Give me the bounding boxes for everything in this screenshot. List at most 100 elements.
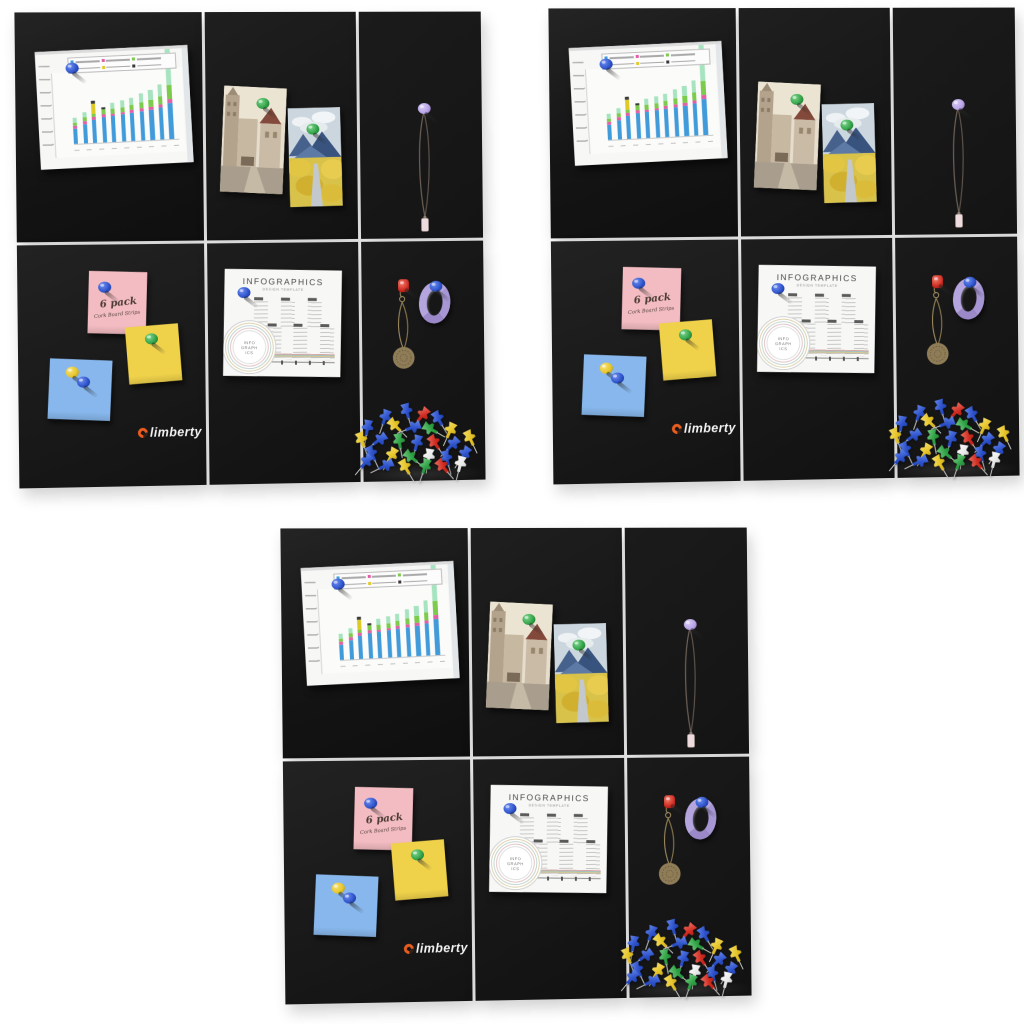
brand-logo-icon bbox=[669, 421, 684, 436]
brooch-pendant bbox=[926, 282, 949, 365]
stacked-bar-chart bbox=[50, 48, 187, 159]
push-pin-red bbox=[931, 275, 943, 289]
push-pin-purple bbox=[951, 99, 965, 111]
pin-board-top-left: 6 pack Cork Board Strips limberty INFOGR… bbox=[14, 11, 486, 489]
chart-bars bbox=[604, 44, 714, 141]
infographic-printout: INFOGRAPHICS DESIGN TEMPLATE INFO GRAPH … bbox=[757, 264, 876, 374]
sticky-note-blue bbox=[47, 358, 113, 421]
sticky-note-yellow bbox=[390, 839, 449, 901]
infographic-title: INFOGRAPHICS bbox=[242, 276, 324, 288]
sticky-note-yellow bbox=[124, 323, 183, 385]
legend-item bbox=[635, 54, 664, 58]
push-pin-green bbox=[572, 639, 586, 651]
sticky-note-blue bbox=[313, 874, 379, 937]
chart-x-axis-ticks bbox=[340, 660, 446, 668]
necklace-pendant bbox=[687, 734, 694, 747]
legend-item bbox=[666, 59, 695, 63]
brand-logo-icon bbox=[401, 941, 416, 956]
infographic-text-block bbox=[319, 328, 335, 355]
chart-printout bbox=[300, 560, 460, 686]
legend-item bbox=[368, 580, 397, 584]
felt-pin-board: 6 pack Cork Board Strips limberty INFOGR… bbox=[14, 11, 486, 489]
photo-mountain-landscape bbox=[287, 107, 343, 208]
chart-printout bbox=[34, 44, 194, 170]
legend-item bbox=[367, 574, 396, 578]
infographic-title: INFOGRAPHICS bbox=[776, 272, 858, 284]
infographic-text-block bbox=[559, 843, 574, 870]
sticky-note-blue bbox=[581, 354, 647, 417]
infographic-text-block bbox=[293, 327, 308, 354]
chart-bars bbox=[70, 48, 180, 145]
necklace-pendant bbox=[421, 218, 428, 231]
stacked-bar-chart bbox=[316, 564, 453, 675]
photo-mountain-landscape bbox=[821, 103, 877, 204]
push-pin-blue bbox=[331, 578, 345, 590]
medallion bbox=[392, 346, 415, 369]
chart-bars bbox=[336, 564, 446, 661]
chart-printout bbox=[568, 40, 728, 166]
push-pin-green bbox=[256, 97, 270, 109]
legend-item bbox=[132, 63, 161, 67]
push-pin-pile bbox=[347, 400, 491, 487]
sticky-note-yellow bbox=[658, 319, 717, 381]
photo-city-sepia bbox=[485, 601, 553, 711]
spiral-text: ICS bbox=[511, 865, 520, 871]
infographic-text-block bbox=[801, 323, 816, 350]
brand-logo: limberty bbox=[669, 420, 736, 436]
brooch-pendant bbox=[658, 802, 681, 885]
push-pin-pile bbox=[613, 916, 757, 1003]
necklace bbox=[945, 105, 972, 230]
push-pin-pile bbox=[881, 396, 1024, 483]
medallion bbox=[926, 342, 949, 365]
push-pin-green bbox=[306, 123, 320, 135]
brand-logo-icon bbox=[135, 425, 150, 440]
spiral-text: ICS bbox=[245, 349, 254, 355]
push-pin-blue bbox=[632, 277, 646, 289]
infographic-title: INFOGRAPHICS bbox=[508, 792, 590, 804]
brand-logo: limberty bbox=[401, 940, 468, 956]
push-pin-blue bbox=[364, 797, 378, 809]
push-pin-blue bbox=[599, 58, 613, 70]
push-pin-green bbox=[790, 93, 804, 105]
push-pin-red bbox=[663, 795, 675, 809]
legend-item bbox=[132, 56, 161, 60]
brand-name: limberty bbox=[149, 424, 202, 440]
felt-pin-board: 6 pack Cork Board Strips limberty INFOGR… bbox=[548, 7, 1020, 485]
push-pin-purple bbox=[683, 619, 697, 631]
brand-name: limberty bbox=[415, 940, 468, 956]
necklace bbox=[411, 109, 438, 234]
infographic-text-block bbox=[533, 843, 548, 870]
necklace-pendant bbox=[955, 214, 962, 227]
legend-item bbox=[398, 579, 427, 583]
note-text-line1: 6 pack bbox=[365, 811, 404, 827]
necklace bbox=[677, 625, 704, 750]
infographic-text-block bbox=[827, 323, 842, 350]
legend-item bbox=[101, 58, 130, 62]
felt-pin-board: 6 pack Cork Board Strips limberty INFOGR… bbox=[280, 527, 752, 1005]
push-pin-blue bbox=[98, 281, 112, 293]
note-text-line1: 6 pack bbox=[99, 295, 138, 311]
push-pin-green bbox=[522, 613, 536, 625]
infographic-printout: INFOGRAPHICS DESIGN TEMPLATE INFO GRAPH … bbox=[223, 268, 342, 378]
pin-board-bottom: 6 pack Cork Board Strips limberty INFOGR… bbox=[280, 527, 752, 1005]
push-pin-green bbox=[840, 119, 854, 131]
push-pin-blue bbox=[65, 62, 79, 74]
infographic-printout: INFOGRAPHICS DESIGN TEMPLATE INFO GRAPH … bbox=[489, 784, 608, 894]
note-text-line1: 6 pack bbox=[633, 291, 672, 307]
brand-logo: limberty bbox=[135, 424, 202, 440]
chart-x-axis-ticks bbox=[608, 140, 714, 148]
infographic-text-block bbox=[585, 844, 601, 871]
legend-item bbox=[102, 64, 131, 68]
photo-mountain-landscape bbox=[553, 623, 609, 724]
stacked-bar-chart bbox=[584, 44, 721, 155]
push-pin-red bbox=[397, 279, 409, 293]
brand-name: limberty bbox=[683, 420, 736, 436]
chart-x-axis-ticks bbox=[74, 144, 180, 152]
infographic-text-block bbox=[853, 324, 869, 351]
infographic-text-block bbox=[267, 327, 282, 354]
pin-board-top-right: 6 pack Cork Board Strips limberty INFOGR… bbox=[548, 7, 1020, 485]
spiral-text: ICS bbox=[779, 345, 788, 351]
brooch-pendant bbox=[392, 286, 415, 369]
push-pin-purple bbox=[417, 103, 431, 115]
